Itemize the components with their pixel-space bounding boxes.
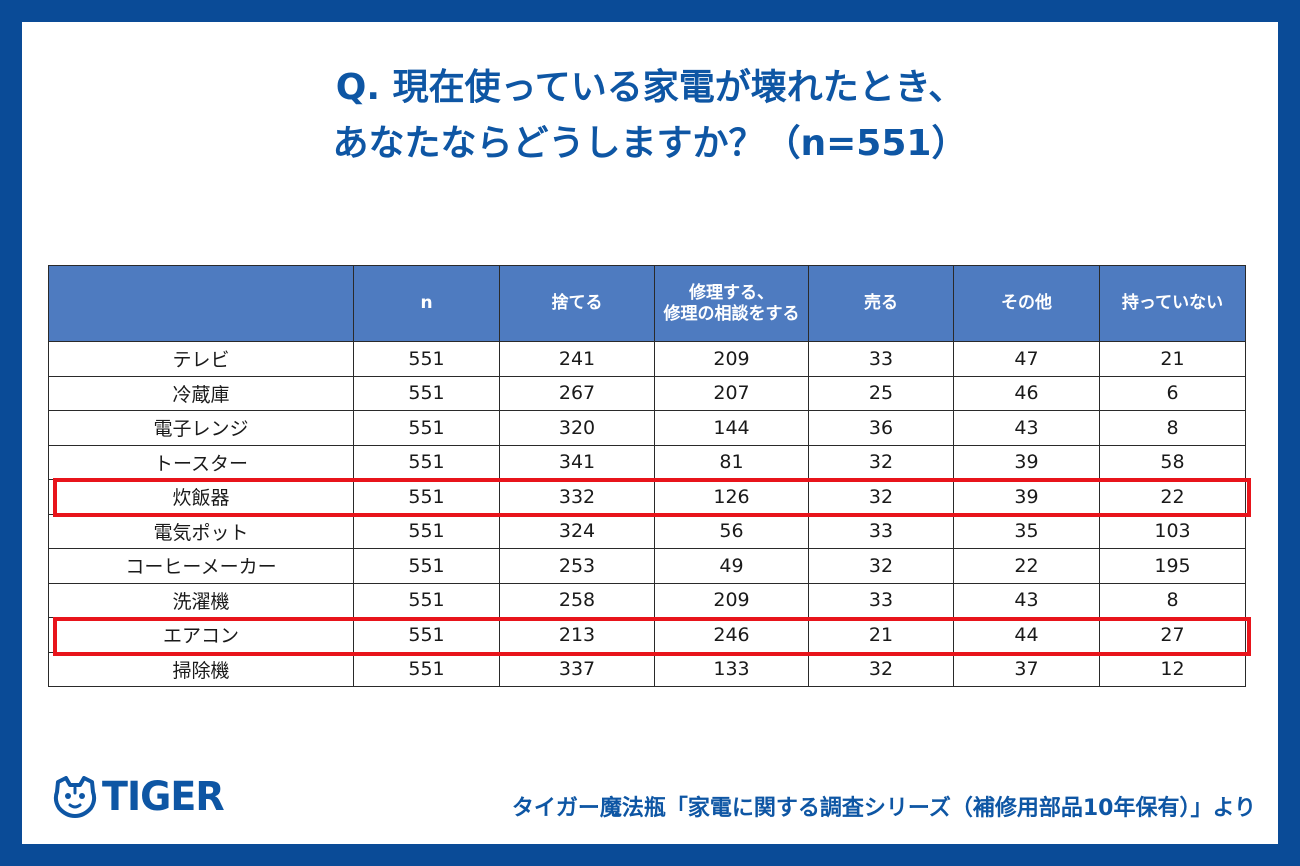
value-cell: 324	[499, 513, 655, 549]
page-title: Q. 現在使っている家電が壊れたとき、 あなたならどうしますか？（n=551）	[22, 60, 1278, 172]
row-label-cell: 電気ポット	[48, 513, 354, 549]
value-cell: 241	[499, 341, 655, 377]
value-cell: 209	[654, 341, 809, 377]
value-cell: 21	[808, 617, 954, 653]
value-cell: 25	[808, 375, 954, 411]
value-cell: 246	[654, 617, 809, 653]
table-header: n 捨てる 修理する、 修理の相談をする 売る その他 持っていない	[48, 265, 1246, 342]
value-cell: 81	[654, 444, 809, 480]
header-cell-empty	[48, 265, 354, 342]
value-cell: 33	[808, 341, 954, 377]
table-body: テレビ 551 241 209 33 47 21 冷蔵庫 551 267 207 25 46 6 電子レンジ…	[48, 341, 1246, 687]
value-cell: 551	[353, 444, 500, 480]
row-label-cell: 電子レンジ	[48, 410, 354, 446]
value-cell: 32	[808, 651, 954, 687]
value-cell: 551	[353, 479, 500, 515]
row-label-cell: テレビ	[48, 341, 354, 377]
value-cell: 337	[499, 651, 655, 687]
value-cell: 8	[1099, 410, 1246, 446]
value-cell: 56	[654, 513, 809, 549]
header-cell: n	[353, 265, 500, 342]
value-cell: 195	[1099, 548, 1246, 584]
value-cell: 341	[499, 444, 655, 480]
value-cell: 126	[654, 479, 809, 515]
value-cell: 332	[499, 479, 655, 515]
tiger-logo: TIGER	[52, 774, 230, 820]
value-cell: 207	[654, 375, 809, 411]
table-row: コーヒーメーカー 551 253 49 32 22 195	[48, 548, 1246, 584]
value-cell: 37	[953, 651, 1100, 687]
tiger-face-icon	[53, 776, 97, 818]
value-cell: 209	[654, 582, 809, 618]
source-note: タイガー魔法瓶「家電に関する調査シリーズ（補修用部品10年保有）」より	[511, 796, 1256, 821]
table-row: エアコン 551 213 246 21 44 27	[48, 617, 1246, 653]
value-cell: 27	[1099, 617, 1246, 653]
value-cell: 39	[953, 444, 1100, 480]
value-cell: 12	[1099, 651, 1246, 687]
value-cell: 46	[953, 375, 1100, 411]
row-label-cell: コーヒーメーカー	[48, 548, 354, 584]
title-line-1: Q. 現在使っている家電が壊れたとき、	[335, 67, 965, 108]
value-cell: 47	[953, 341, 1100, 377]
table-row: テレビ 551 241 209 33 47 21	[48, 341, 1246, 377]
table-row: 掃除機 551 337 133 32 37 12	[48, 651, 1246, 687]
survey-card: Q. 現在使っている家電が壊れたとき、 あなたならどうしますか？（n=551） …	[22, 22, 1278, 844]
value-cell: 551	[353, 548, 500, 584]
value-cell: 144	[654, 410, 809, 446]
value-cell: 8	[1099, 582, 1246, 618]
value-cell: 6	[1099, 375, 1246, 411]
value-cell: 320	[499, 410, 655, 446]
table-row: トースター 551 341 81 32 39 58	[48, 444, 1246, 480]
value-cell: 49	[654, 548, 809, 584]
logo-text: TIGER	[102, 774, 225, 820]
title-line-2: あなたならどうしますか？（n=551）	[332, 123, 968, 164]
value-cell: 32	[808, 479, 954, 515]
value-cell: 36	[808, 410, 954, 446]
value-cell: 551	[353, 513, 500, 549]
value-cell: 33	[808, 582, 954, 618]
value-cell: 21	[1099, 341, 1246, 377]
value-cell: 551	[353, 651, 500, 687]
table-row: 冷蔵庫 551 267 207 25 46 6	[48, 375, 1246, 411]
value-cell: 551	[353, 617, 500, 653]
table-row: 炊飯器 551 332 126 32 39 22	[48, 479, 1246, 515]
value-cell: 43	[953, 410, 1100, 446]
table-row: 洗濯機 551 258 209 33 43 8	[48, 582, 1246, 618]
value-cell: 133	[654, 651, 809, 687]
survey-table: n 捨てる 修理する、 修理の相談をする 売る その他 持っていない テレビ 551 241 2…	[48, 265, 1246, 687]
value-cell: 551	[353, 410, 500, 446]
value-cell: 33	[808, 513, 954, 549]
value-cell: 39	[953, 479, 1100, 515]
table-row: 電気ポット 551 324 56 33 35 103	[48, 513, 1246, 549]
row-label-cell: エアコン	[48, 617, 354, 653]
value-cell: 44	[953, 617, 1100, 653]
header-cell: 捨てる	[499, 265, 655, 342]
row-label-cell: トースター	[48, 444, 354, 480]
row-label-cell: 洗濯機	[48, 582, 354, 618]
header-cell: その他	[953, 265, 1100, 342]
header-cell: 修理する、 修理の相談をする	[654, 265, 809, 342]
row-label-cell: 冷蔵庫	[48, 375, 354, 411]
value-cell: 32	[808, 444, 954, 480]
value-cell: 253	[499, 548, 655, 584]
row-label-cell: 掃除機	[48, 651, 354, 687]
row-label-cell: 炊飯器	[48, 479, 354, 515]
value-cell: 551	[353, 582, 500, 618]
value-cell: 22	[1099, 479, 1246, 515]
value-cell: 58	[1099, 444, 1246, 480]
value-cell: 213	[499, 617, 655, 653]
value-cell: 267	[499, 375, 655, 411]
value-cell: 103	[1099, 513, 1246, 549]
value-cell: 32	[808, 548, 954, 584]
value-cell: 551	[353, 341, 500, 377]
value-cell: 258	[499, 582, 655, 618]
value-cell: 22	[953, 548, 1100, 584]
value-cell: 35	[953, 513, 1100, 549]
value-cell: 551	[353, 375, 500, 411]
header-cell: 売る	[808, 265, 954, 342]
value-cell: 43	[953, 582, 1100, 618]
table-row: 電子レンジ 551 320 144 36 43 8	[48, 410, 1246, 446]
header-cell: 持っていない	[1099, 265, 1246, 342]
